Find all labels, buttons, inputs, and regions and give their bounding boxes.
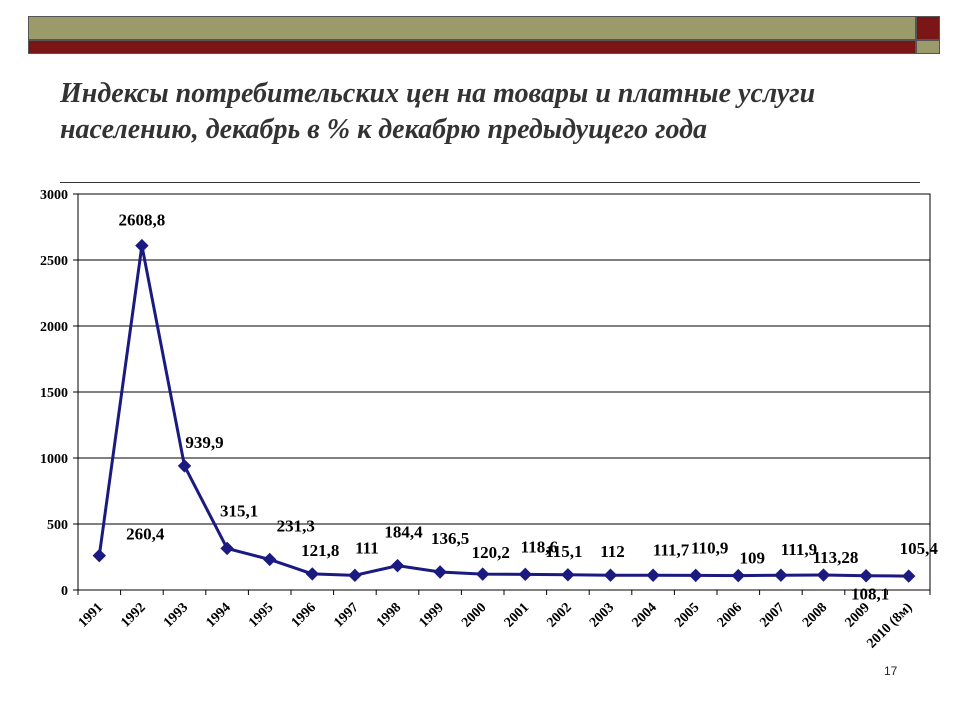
data-label: 112 xyxy=(600,542,625,561)
data-label: 111,9 xyxy=(781,540,817,559)
x-tick-label: 1997 xyxy=(331,600,361,630)
header-olive-square xyxy=(916,40,940,54)
data-label: 105,4 xyxy=(900,539,939,558)
x-tick-label: 2007 xyxy=(757,600,787,630)
x-tick-label: 1991 xyxy=(76,600,106,630)
data-point xyxy=(901,569,916,583)
data-label: 111 xyxy=(355,538,379,557)
x-tick-label: 2001 xyxy=(502,600,532,630)
title-divider xyxy=(60,182,920,183)
data-point xyxy=(262,552,277,567)
data-point xyxy=(561,568,575,582)
data-label: 2608,8 xyxy=(119,211,166,230)
data-point xyxy=(305,567,320,581)
x-tick-label: 1993 xyxy=(161,600,191,630)
chart-axes xyxy=(73,193,931,595)
data-label: 184,4 xyxy=(384,523,423,542)
data-point xyxy=(688,568,703,583)
page-number: 17 xyxy=(884,664,898,678)
header-olive-bar xyxy=(28,16,916,40)
data-point xyxy=(518,567,533,582)
data-point xyxy=(177,459,192,473)
x-tick-label: 2004 xyxy=(630,600,660,630)
y-tick-label: 2000 xyxy=(40,320,68,335)
data-label: 121,8 xyxy=(301,541,339,560)
chart-gridlines xyxy=(78,259,930,525)
data-point xyxy=(774,568,788,582)
series-line xyxy=(97,244,909,578)
data-label: 231,3 xyxy=(277,516,315,535)
data-point xyxy=(731,568,746,583)
data-point xyxy=(859,569,873,583)
page-title: Индексы потребительских цен на товары и … xyxy=(60,78,816,145)
x-tick-label: 2003 xyxy=(587,600,617,630)
x-tick-label: 1996 xyxy=(289,600,319,630)
data-label: 108,1 xyxy=(851,585,889,604)
data-label: 115,1 xyxy=(545,542,582,561)
data-point xyxy=(475,567,490,581)
y-tick-label: 500 xyxy=(47,518,68,533)
data-label: 111,7 xyxy=(653,540,690,559)
x-tick-label: 1995 xyxy=(246,600,276,630)
x-tick-labels: 1991 1992 1993 1994 1995 1996 1997 1998 1999 2000… xyxy=(76,600,916,651)
data-label: 939,9 xyxy=(185,433,223,452)
y-tick-labels: 0 500 1000 1500 2000 2500 3000 xyxy=(40,188,68,599)
data-point xyxy=(220,541,234,556)
y-tick-label: 1500 xyxy=(40,386,68,401)
data-point xyxy=(433,565,447,579)
data-point xyxy=(348,568,362,583)
chart-series xyxy=(92,238,916,583)
y-tick-label: 1000 xyxy=(40,452,68,467)
y-tick-label: 0 xyxy=(61,584,68,599)
x-tick-label: 2009 xyxy=(843,600,873,630)
data-point xyxy=(816,568,831,582)
data-label: 315,1 xyxy=(220,501,258,520)
data-point xyxy=(92,548,107,563)
data-label: 118,6 xyxy=(521,537,558,556)
x-tick-label: 1994 xyxy=(204,600,234,630)
x-tick-label: 2006 xyxy=(715,600,745,630)
data-label: 110,9 xyxy=(691,538,728,557)
header-maroon-bar xyxy=(28,40,916,54)
x-tick-label: 1998 xyxy=(374,600,404,630)
data-labels: 260,4 2608,8 939,9 315,1 231,3 121,8 111 184,4 1… xyxy=(119,211,939,604)
data-point xyxy=(135,238,149,253)
x-tick-label: 2010 (8м) xyxy=(864,600,915,651)
data-label: 260,4 xyxy=(126,525,165,544)
data-point xyxy=(603,568,618,582)
x-tick-label: 2002 xyxy=(544,600,574,630)
data-label: 136,5 xyxy=(431,529,469,548)
x-tick-label: 2005 xyxy=(672,600,702,630)
data-label: 120,2 xyxy=(472,543,510,562)
x-tick-label: 2008 xyxy=(800,600,830,630)
x-tick-label: 2000 xyxy=(459,600,489,630)
data-label: 113,28 xyxy=(813,548,859,567)
y-tick-label: 3000 xyxy=(40,188,68,203)
data-label: 109 xyxy=(740,549,766,568)
header-maroon-square xyxy=(916,16,940,40)
x-tick-label: 1999 xyxy=(417,600,447,630)
x-tick-label: 1992 xyxy=(118,600,148,630)
y-tick-label: 2500 xyxy=(40,254,68,269)
data-point xyxy=(390,558,405,573)
data-point xyxy=(646,568,660,582)
